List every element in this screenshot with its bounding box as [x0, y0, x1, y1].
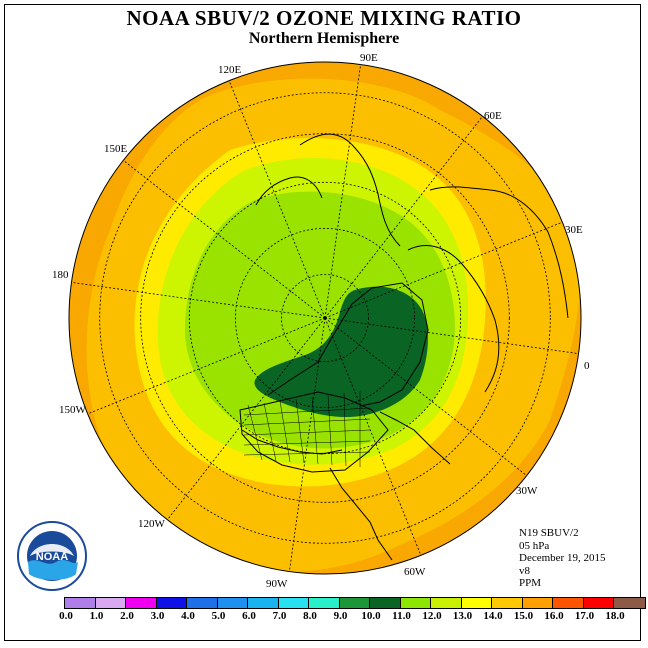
- meridian-line: [167, 317, 326, 520]
- colorbar-swatch: [522, 598, 553, 608]
- colorbar-tick-label: 10.0: [361, 610, 381, 622]
- colorbar-swatch: [278, 598, 309, 608]
- colorbar-swatch: [248, 598, 279, 608]
- state-boundary: [247, 404, 263, 461]
- parallel-line: [281, 274, 369, 362]
- colorbar-tick-label: 18.0: [605, 610, 625, 622]
- colorbar-tick-label: 0.0: [59, 610, 73, 622]
- country-borders: [243, 391, 371, 467]
- colorbar-swatch: [187, 598, 218, 608]
- colorbar-tick-label: 6.0: [242, 610, 256, 622]
- colorbar-tick-label: 14.0: [483, 610, 503, 622]
- ozone-core-high: [254, 286, 428, 418]
- colorbar-tick-label: 4.0: [181, 610, 195, 622]
- meridian-line: [123, 160, 326, 319]
- meridian-line: [324, 317, 579, 355]
- lon-label-150w: 150W: [59, 404, 86, 416]
- state-boundary: [243, 451, 371, 456]
- pressure-level: 05 hPa: [519, 539, 550, 552]
- lon-label-90e: 90E: [360, 52, 378, 64]
- colorbar-tick-label: 7.0: [272, 610, 287, 622]
- meridian-line: [87, 317, 326, 415]
- colorbar-tick-label: 3.0: [150, 610, 165, 622]
- lon-label-180: 180: [52, 269, 69, 281]
- lon-label-60e: 60E: [484, 110, 502, 122]
- lon-label-90w: 90W: [266, 578, 288, 590]
- colorbar-swatch: [553, 598, 584, 608]
- colorbar-swatch: [370, 598, 401, 608]
- colorbar-swatch: [583, 598, 614, 608]
- colorbar-swatch: [431, 598, 462, 608]
- colorbar-tick-label: 11.0: [392, 610, 411, 622]
- state-boundary: [243, 407, 371, 416]
- date-label: December 19, 2015: [519, 552, 606, 564]
- meridian-line: [228, 80, 326, 319]
- parallel-line: [234, 227, 415, 408]
- meridian-line: [288, 317, 326, 572]
- colorbar-tick-label: 16.0: [544, 610, 564, 622]
- colorbar-tick-label: 13.0: [452, 610, 473, 622]
- noaa-logo: NOAA: [17, 521, 87, 591]
- state-boundary: [243, 440, 371, 446]
- colorbar-swatch: [400, 598, 431, 608]
- colorbar-swatch: [492, 598, 523, 608]
- parallel-line: [140, 133, 510, 503]
- info-block: N19 SBUV/2 05 hPa December 19, 2015 v8 P…: [519, 527, 605, 590]
- units-label: PPM: [519, 577, 542, 589]
- map-title: NOAA SBUV/2 OZONE MIXING RATIO: [126, 6, 522, 30]
- state-boundary: [295, 398, 305, 464]
- colorbar-swatch: [614, 598, 645, 608]
- state-boundary: [343, 392, 347, 467]
- colorbar-swatch: [95, 598, 126, 608]
- colorbar-swatch: [461, 598, 492, 608]
- colorbar-tick-label: 2.0: [120, 610, 134, 622]
- lon-label-60w: 60W: [404, 566, 426, 578]
- graticule: [71, 64, 579, 572]
- coastlines: [239, 133, 569, 561]
- figure-frame: [4, 4, 641, 641]
- svg-text:NOAA: NOAA: [36, 551, 68, 563]
- colorbar-tick-label: 12.0: [422, 610, 442, 622]
- state-boundary: [243, 429, 371, 436]
- colorbar-tick-label: 9.0: [333, 610, 348, 622]
- lon-label-120e: 120E: [218, 64, 242, 76]
- meridian-line: [71, 281, 326, 319]
- meridian-line: [324, 317, 422, 556]
- colorbar-swatch: [217, 598, 248, 608]
- meridian-line: [324, 317, 527, 476]
- meridian-line: [324, 64, 362, 319]
- colorbar-swatch: [126, 598, 157, 608]
- colorbar: [64, 597, 646, 609]
- colorbar-tick-label: 17.0: [574, 610, 595, 622]
- colorbar-ticks: 0.0 1.0 2.0 3.0 4.0 5.0 6.0 7.0 8.0 9.0 10.0 11.0 12…: [0, 610, 648, 624]
- lon-label-30e: 30E: [565, 224, 583, 236]
- lon-label-120w: 120W: [138, 518, 165, 530]
- meridian-line: [324, 221, 563, 319]
- lon-label-30w: 30W: [516, 485, 538, 497]
- colorbar-tick-label: 8.0: [303, 610, 317, 622]
- state-boundary: [243, 418, 371, 426]
- lon-label-0: 0: [584, 360, 590, 372]
- state-boundary: [327, 394, 333, 466]
- colorbar-tick-label: 5.0: [211, 610, 226, 622]
- map-boundary: [68, 61, 582, 575]
- colorbar-tick-label: 15.0: [513, 610, 534, 622]
- lon-label-150e: 150E: [104, 143, 128, 155]
- state-boundary: [279, 400, 291, 463]
- colorbar-swatch: [339, 598, 370, 608]
- colorbar-tick-label: 1.0: [89, 610, 104, 622]
- state-boundary: [263, 402, 277, 462]
- satellite-label: N19 SBUV/2: [519, 527, 579, 539]
- state-boundary: [311, 396, 319, 465]
- meridian-line: [324, 116, 483, 319]
- colorbar-swatch: [309, 598, 340, 608]
- version-label: v8: [519, 564, 530, 577]
- colorbar-swatch: [65, 598, 96, 608]
- parallel-line: [99, 92, 551, 544]
- map-subtitle: Northern Hemisphere: [248, 30, 400, 47]
- colorbar-swatch: [156, 598, 187, 608]
